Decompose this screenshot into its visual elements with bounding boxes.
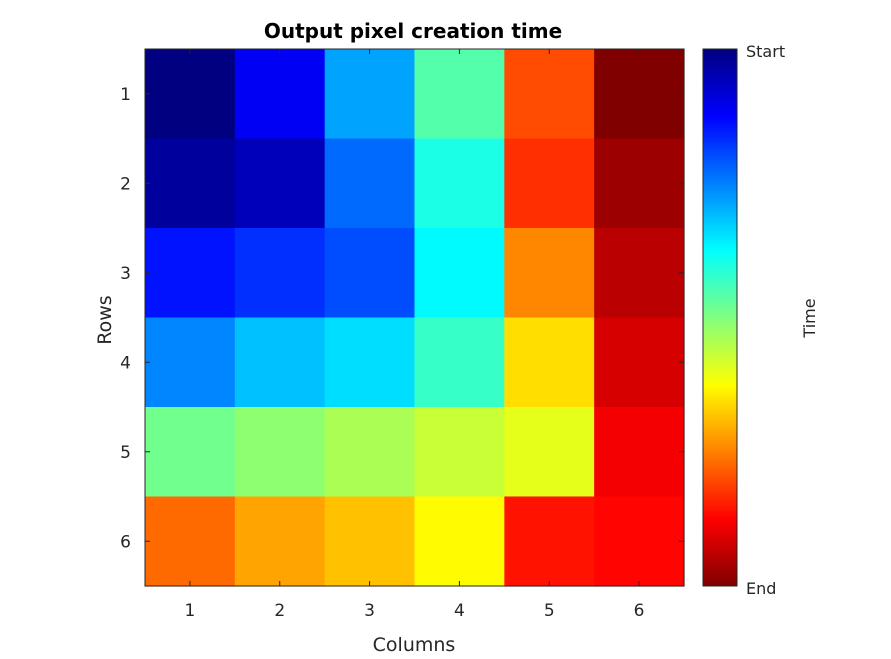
heatmap-cell	[324, 228, 416, 319]
y-tick-label: 1	[120, 85, 131, 105]
y-axis-ticks: 1 2 3 4 5 6	[120, 85, 684, 552]
heatmap-cell	[145, 228, 236, 319]
colorbar-end-label: End	[746, 579, 776, 598]
heatmap-cell	[234, 496, 326, 587]
y-tick-label: 5	[120, 443, 131, 463]
heatmap-cell	[145, 49, 236, 140]
x-tick-label: 6	[634, 601, 645, 621]
y-axis-label: Rows	[94, 295, 116, 344]
x-tick-label: 5	[544, 601, 555, 621]
x-tick-label: 2	[274, 601, 285, 621]
heatmap-cell	[234, 407, 326, 498]
heatmap-cell	[594, 49, 685, 140]
y-tick-label: 2	[120, 174, 131, 194]
heatmap-cell	[324, 407, 416, 498]
heatmap-cell	[504, 138, 595, 229]
heatmap-cell	[145, 496, 236, 587]
heatmap-cell	[414, 496, 505, 587]
heatmap-cell	[145, 407, 236, 498]
heatmap-cell	[594, 407, 685, 498]
heatmap-cell	[594, 228, 685, 319]
x-axis-ticks: 1 2 3 4 5 6	[185, 49, 645, 621]
heatmap-cell	[504, 228, 595, 319]
x-tick-label: 1	[185, 601, 196, 621]
plot-area-border	[144, 48, 685, 587]
x-tick-label: 3	[364, 601, 375, 621]
heatmap-cell	[504, 496, 595, 587]
heatmap-cell	[234, 49, 326, 140]
heatmap-cell	[414, 317, 505, 408]
heatmap-cell	[234, 138, 326, 229]
y-tick-label: 6	[120, 532, 131, 552]
heatmap-cell	[145, 317, 236, 408]
heatmap-cell	[145, 138, 236, 229]
heatmap-cell	[594, 317, 685, 408]
heatmap-cell	[234, 228, 326, 319]
heatmap-cell	[504, 407, 595, 498]
heatmap-cell	[324, 317, 416, 408]
x-axis-label: Columns	[373, 634, 456, 656]
heatmap-cell	[234, 317, 326, 408]
y-tick-label: 3	[120, 264, 131, 284]
heatmap-cell	[324, 49, 416, 140]
y-tick-label: 4	[120, 353, 131, 373]
heatmap-cell	[594, 496, 685, 587]
heatmap-cell	[324, 138, 416, 229]
heatmap-cell	[414, 228, 505, 319]
chart-title: Output pixel creation time	[264, 19, 562, 43]
heatmap-cell	[324, 496, 416, 587]
colorbar	[702, 48, 738, 587]
colorbar-label: Time	[800, 298, 819, 338]
heatmap-cell	[504, 49, 595, 140]
colorbar-start-label: Start	[746, 42, 785, 61]
heatmap-cell	[504, 317, 595, 408]
heatmap-cell	[414, 49, 505, 140]
heatmap-cell	[414, 138, 505, 229]
heatmap-cell	[414, 407, 505, 498]
heatmap-cells	[145, 49, 685, 587]
x-tick-label: 4	[454, 601, 465, 621]
heatmap-cell	[594, 138, 685, 229]
